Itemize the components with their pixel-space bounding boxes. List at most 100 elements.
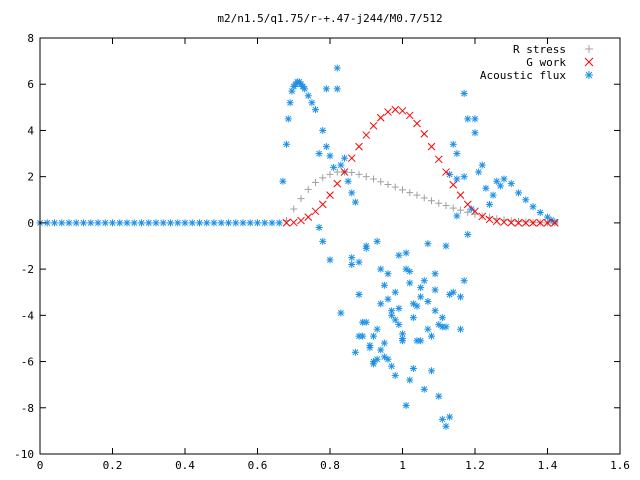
data-point <box>446 291 454 299</box>
data-point <box>464 208 472 216</box>
y-tick-label: 0 <box>27 217 34 230</box>
data-point <box>232 219 240 227</box>
data-point <box>471 207 479 216</box>
data-point <box>406 376 414 384</box>
x-tick-label: 0 <box>37 459 44 472</box>
data-point <box>370 360 377 368</box>
data-point <box>434 155 443 164</box>
legend-label: G work <box>526 56 566 69</box>
legend-marker <box>585 71 593 79</box>
data-point <box>464 230 472 238</box>
data-point <box>409 300 417 308</box>
data-point <box>377 300 385 308</box>
data-point <box>478 212 487 221</box>
data-point <box>543 219 552 227</box>
data-point <box>337 161 345 169</box>
data-point <box>402 401 410 409</box>
data-point <box>167 219 174 227</box>
data-point <box>377 265 385 273</box>
data-point <box>435 392 443 400</box>
data-point <box>159 219 167 227</box>
data-point <box>402 249 410 257</box>
data-point <box>388 307 396 315</box>
data-point <box>322 85 330 93</box>
data-point <box>431 286 439 294</box>
data-point <box>109 219 116 227</box>
legend-marker <box>584 57 594 67</box>
series-r-stress <box>283 168 559 227</box>
data-point <box>463 200 472 209</box>
data-point <box>536 208 544 216</box>
data-point <box>138 219 145 227</box>
axes: 0 0.2 0.4 0.6 0.8 1 1.2 1.4 1.6 -10 -8 -6 -4 -2 0 2 4 6 8 <box>14 32 630 472</box>
data-point <box>246 219 254 227</box>
legend-marker <box>585 45 593 53</box>
data-point <box>330 163 338 171</box>
data-point <box>362 242 370 250</box>
data-point <box>446 413 454 421</box>
data-point <box>460 277 468 285</box>
data-point <box>431 307 439 315</box>
data-point <box>449 288 457 296</box>
data-point <box>380 353 388 361</box>
data-point <box>489 191 497 199</box>
data-point <box>395 321 403 329</box>
data-point <box>514 219 523 227</box>
data-point <box>362 318 370 326</box>
data-point <box>449 204 457 212</box>
data-point <box>152 219 160 227</box>
data-point <box>492 217 501 226</box>
data-point <box>362 173 370 181</box>
data-point <box>409 364 417 372</box>
data-point <box>522 196 530 204</box>
data-point <box>420 194 428 202</box>
data-point <box>384 295 392 303</box>
chart-title: m2/n1.5/q1.75/r-+.47-j244/M0.7/512 <box>217 12 442 25</box>
data-point <box>326 191 334 200</box>
data-point <box>65 219 73 227</box>
data-point <box>366 341 374 349</box>
data-point <box>471 129 479 137</box>
data-point <box>417 293 425 301</box>
data-point <box>311 207 320 216</box>
data-point <box>315 224 323 232</box>
data-point <box>145 219 153 227</box>
data-point <box>428 197 435 205</box>
y-tick-label: 4 <box>27 124 34 137</box>
data-point <box>507 218 516 227</box>
data-point <box>333 64 341 72</box>
data-point <box>550 219 559 227</box>
data-point <box>351 198 359 206</box>
data-point <box>319 126 327 134</box>
x-tick-label: 0.8 <box>320 459 340 472</box>
data-point <box>482 184 490 192</box>
data-point <box>391 105 400 114</box>
data-point <box>442 422 450 430</box>
data-point <box>72 219 80 227</box>
data-point <box>203 219 211 227</box>
legend-label: R stress <box>513 43 566 56</box>
series-acoustic-flux <box>36 64 559 430</box>
data-point <box>355 332 363 340</box>
data-point <box>326 152 334 160</box>
data-point <box>453 150 461 158</box>
data-point <box>308 99 316 107</box>
data-point <box>80 219 87 227</box>
data-point <box>442 168 450 176</box>
data-point <box>460 89 468 97</box>
data-point <box>301 85 309 93</box>
data-point <box>355 291 363 299</box>
data-point <box>326 256 334 264</box>
data-point <box>87 219 95 227</box>
data-point <box>297 216 305 225</box>
data-point <box>188 219 196 227</box>
data-point <box>341 154 348 162</box>
data-point <box>486 200 493 208</box>
data-point <box>529 203 537 211</box>
data-point <box>196 219 203 227</box>
data-point <box>282 219 291 227</box>
data-point <box>58 219 66 227</box>
data-point <box>348 254 356 262</box>
data-point <box>344 177 352 185</box>
data-point <box>409 314 417 322</box>
